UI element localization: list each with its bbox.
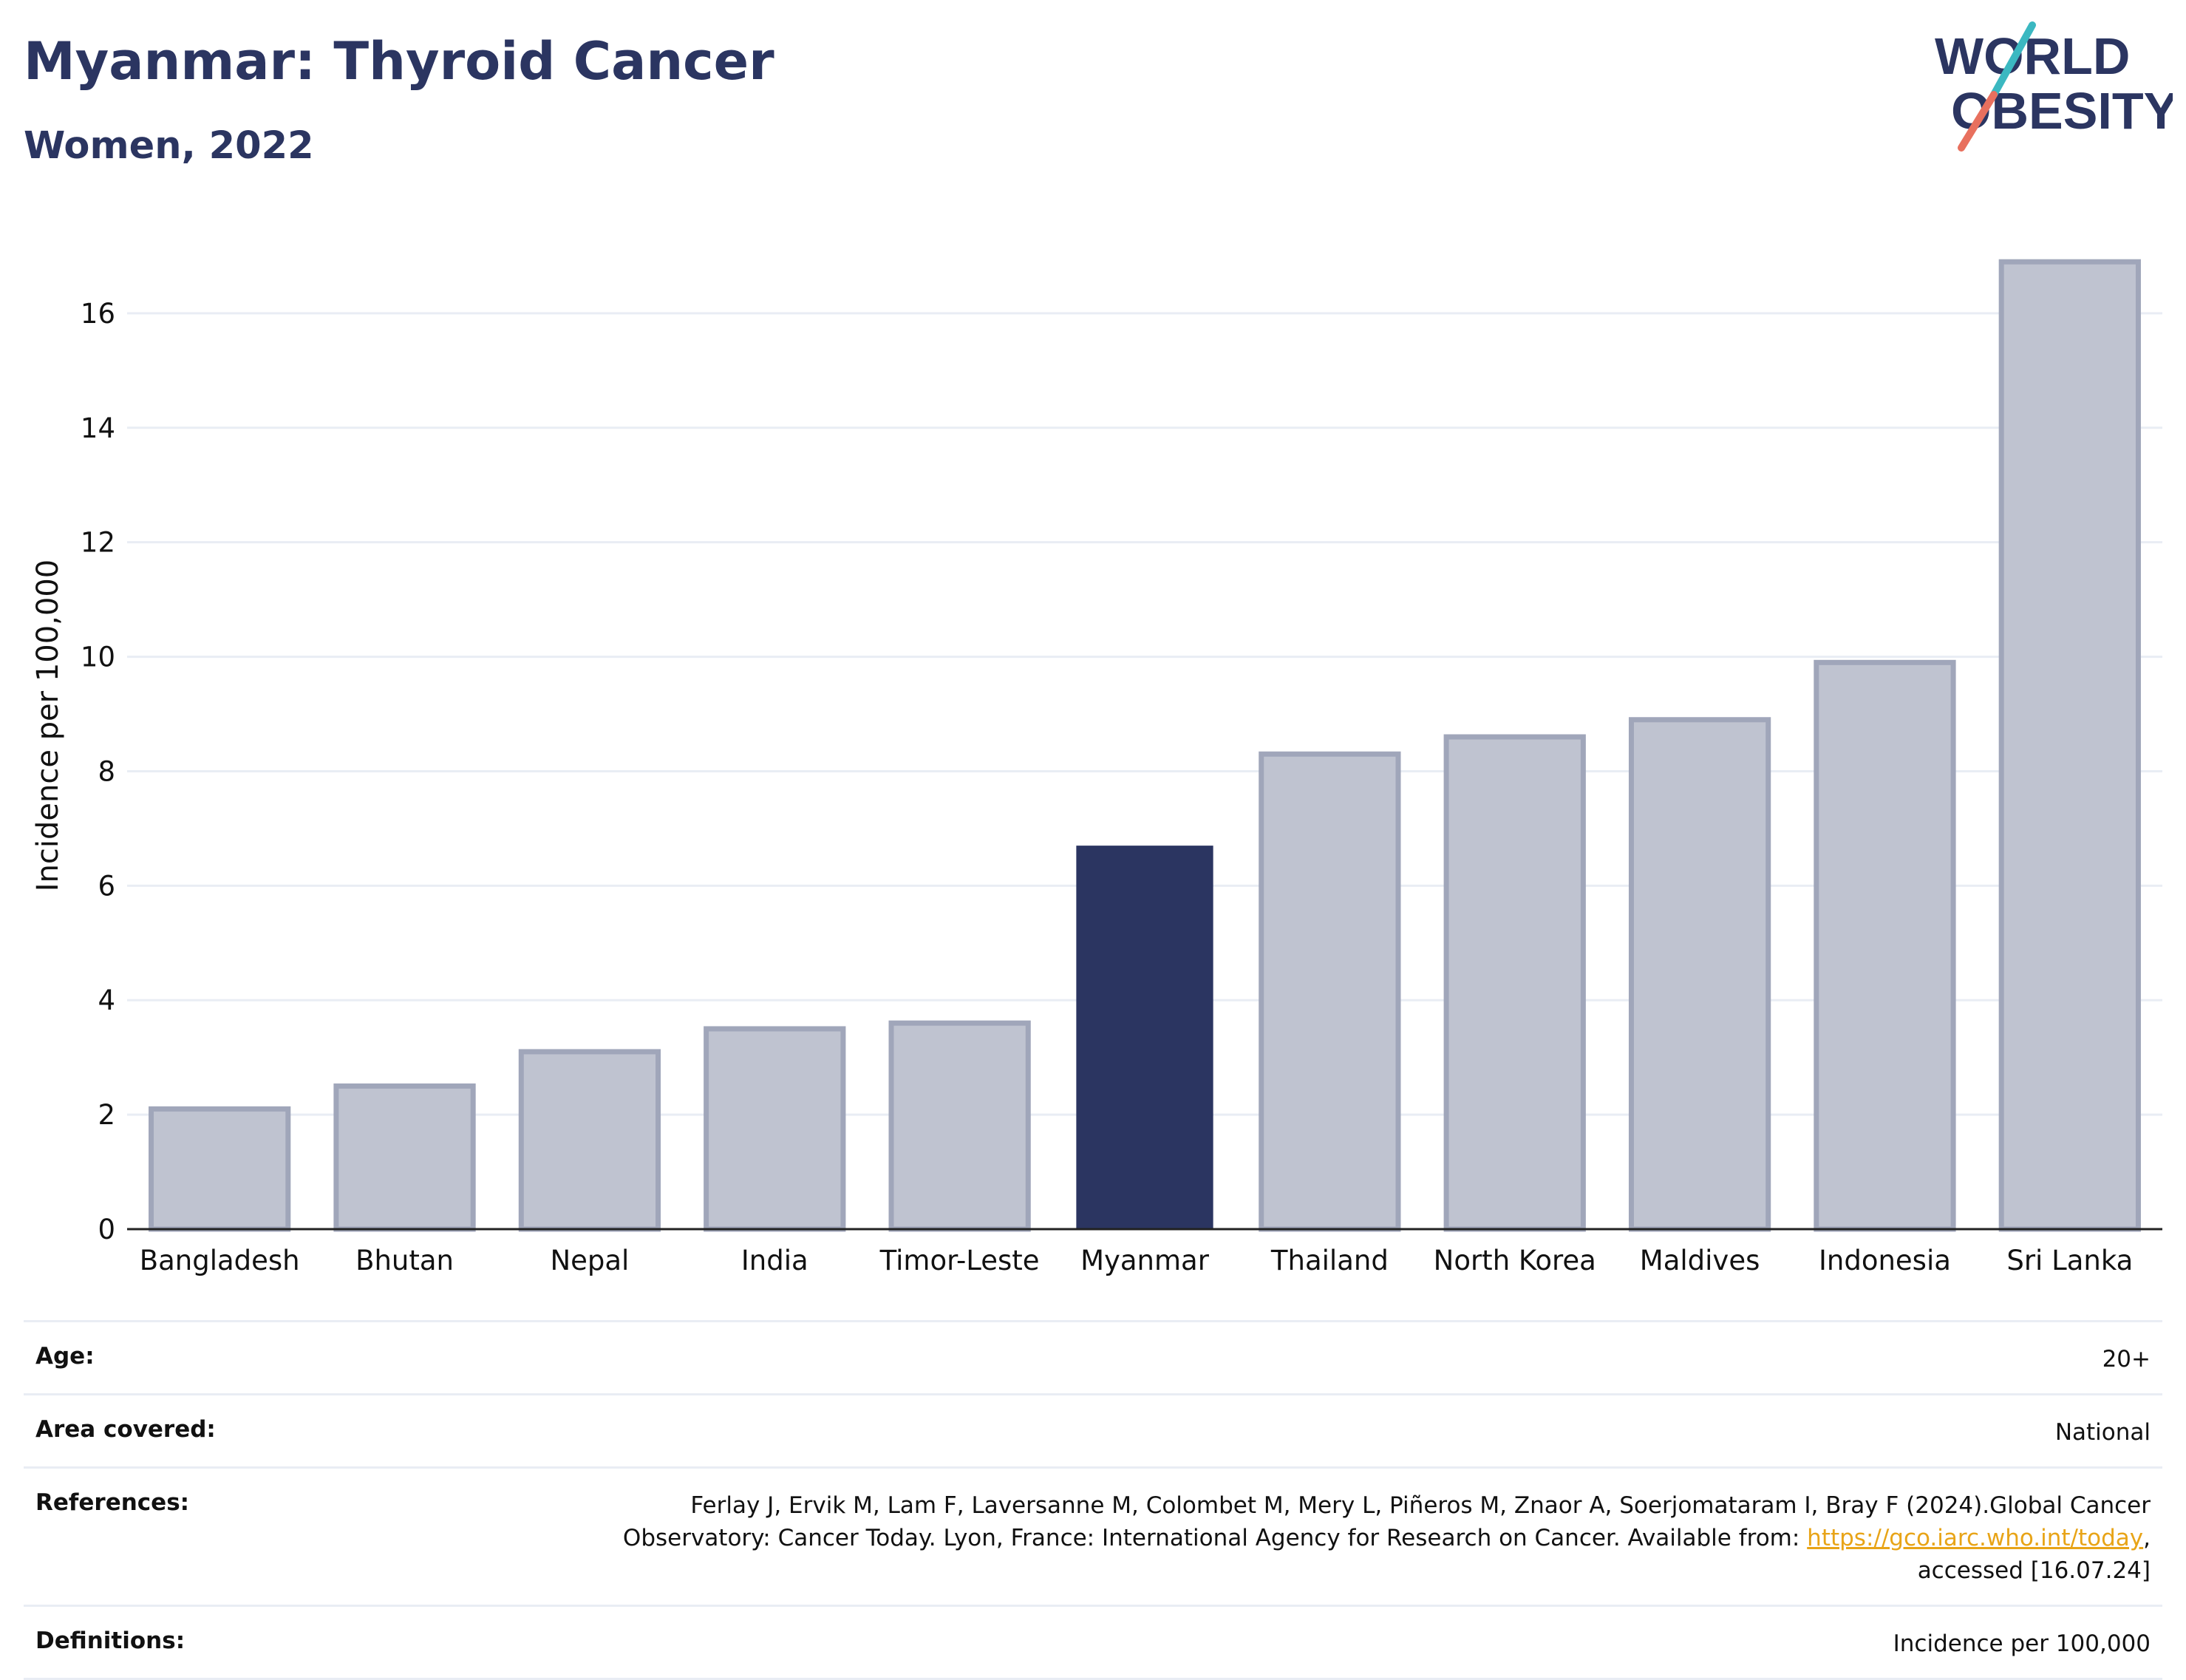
- x-tick-label: Indonesia: [1819, 1245, 1951, 1276]
- info-row-references: References: Ferlay J, Ervik M, Lam F, La…: [24, 1466, 2162, 1605]
- y-tick-label: 0: [98, 1214, 115, 1245]
- reference-line-1: Ferlay J, Ervik M, Lam F, Laversanne M, …: [690, 1492, 2151, 1519]
- y-tick-label: 10: [81, 642, 115, 673]
- reference-comma: ,: [2143, 1525, 2151, 1551]
- info-table: Age: 20+ Area covered: National Referenc…: [24, 1320, 2162, 1680]
- bar-north-korea: [1443, 734, 1586, 1232]
- bar-thailand: [1259, 751, 1401, 1232]
- reference-link[interactable]: https://gco.iarc.who.int/today: [1807, 1525, 2144, 1551]
- x-tick-label: Nepal: [550, 1245, 629, 1276]
- bar-myanmar: [1076, 846, 1213, 1229]
- world-obesity-logo: WORLD OBESITY: [1935, 21, 2173, 152]
- x-tick-label: Bangladesh: [140, 1245, 300, 1276]
- info-key-area: Area covered:: [35, 1416, 216, 1443]
- x-axis-ticks: Bangladesh Bhutan Nepal India Timor-Leste Mya…: [140, 1245, 2134, 1276]
- bar-india: [704, 1026, 846, 1232]
- y-tick-label: 8: [98, 755, 115, 787]
- y-tick-label: 12: [81, 527, 115, 559]
- y-tick-label: 2: [98, 1099, 115, 1131]
- y-tick-label: 16: [81, 298, 115, 330]
- bar-bangladesh: [149, 1106, 291, 1232]
- info-value-references: Ferlay J, Ervik M, Lam F, Laversanne M, …: [623, 1489, 2151, 1587]
- x-tick-label: Myanmar: [1080, 1245, 1210, 1276]
- reference-line-2: Observatory: Cancer Today. Lyon, France:…: [622, 1525, 1808, 1551]
- chart-title: Myanmar: Thyroid Cancer: [24, 31, 774, 92]
- bar-nepal: [518, 1049, 661, 1232]
- x-tick-label: Maldives: [1640, 1245, 1760, 1276]
- bar-bhutan: [333, 1083, 476, 1232]
- x-tick-label: Bhutan: [355, 1245, 454, 1276]
- logo-line1: WORLD: [1935, 27, 2130, 85]
- info-value-area: National: [2054, 1419, 2151, 1446]
- info-value-definitions: Incidence per 100,000: [1893, 1630, 2151, 1657]
- info-row-definitions: Definitions: Incidence per 100,000: [24, 1605, 2162, 1680]
- x-tick-label: India: [741, 1245, 808, 1276]
- bars: [149, 259, 2141, 1232]
- y-tick-label: 4: [98, 984, 115, 1016]
- info-key-definitions: Definitions:: [35, 1628, 185, 1654]
- bar-maldives: [1628, 717, 1771, 1232]
- x-tick-label: Timor-Leste: [879, 1245, 1040, 1276]
- x-tick-label: Thailand: [1270, 1245, 1389, 1276]
- info-value-age: 20+: [2102, 1346, 2151, 1373]
- info-row-area: Area covered: National: [24, 1393, 2162, 1466]
- info-key-references: References:: [35, 1489, 190, 1516]
- y-axis-ticks: 0 2 4 6 8 10 12 14 16: [81, 298, 115, 1245]
- bar-indonesia: [1814, 659, 1956, 1232]
- x-tick-label: Sri Lanka: [2006, 1245, 2133, 1276]
- y-tick-label: 6: [98, 870, 115, 902]
- bar-sri-lanka: [1998, 259, 2141, 1232]
- info-row-age: Age: 20+: [24, 1320, 2162, 1393]
- reference-line-3: accessed [16.07.24]: [1917, 1557, 2151, 1584]
- y-axis-label: Incidence per 100,000: [31, 560, 65, 892]
- chart-subtitle: Women, 2022: [24, 124, 314, 168]
- info-key-age: Age:: [35, 1343, 95, 1370]
- bar-timor-leste: [888, 1020, 1031, 1232]
- x-tick-label: North Korea: [1434, 1245, 1596, 1276]
- y-tick-label: 14: [81, 412, 115, 444]
- bar-chart: 0 2 4 6 8 10 12 14 16 Bangladesh Bhutan Nepal India…: [31, 259, 2162, 1276]
